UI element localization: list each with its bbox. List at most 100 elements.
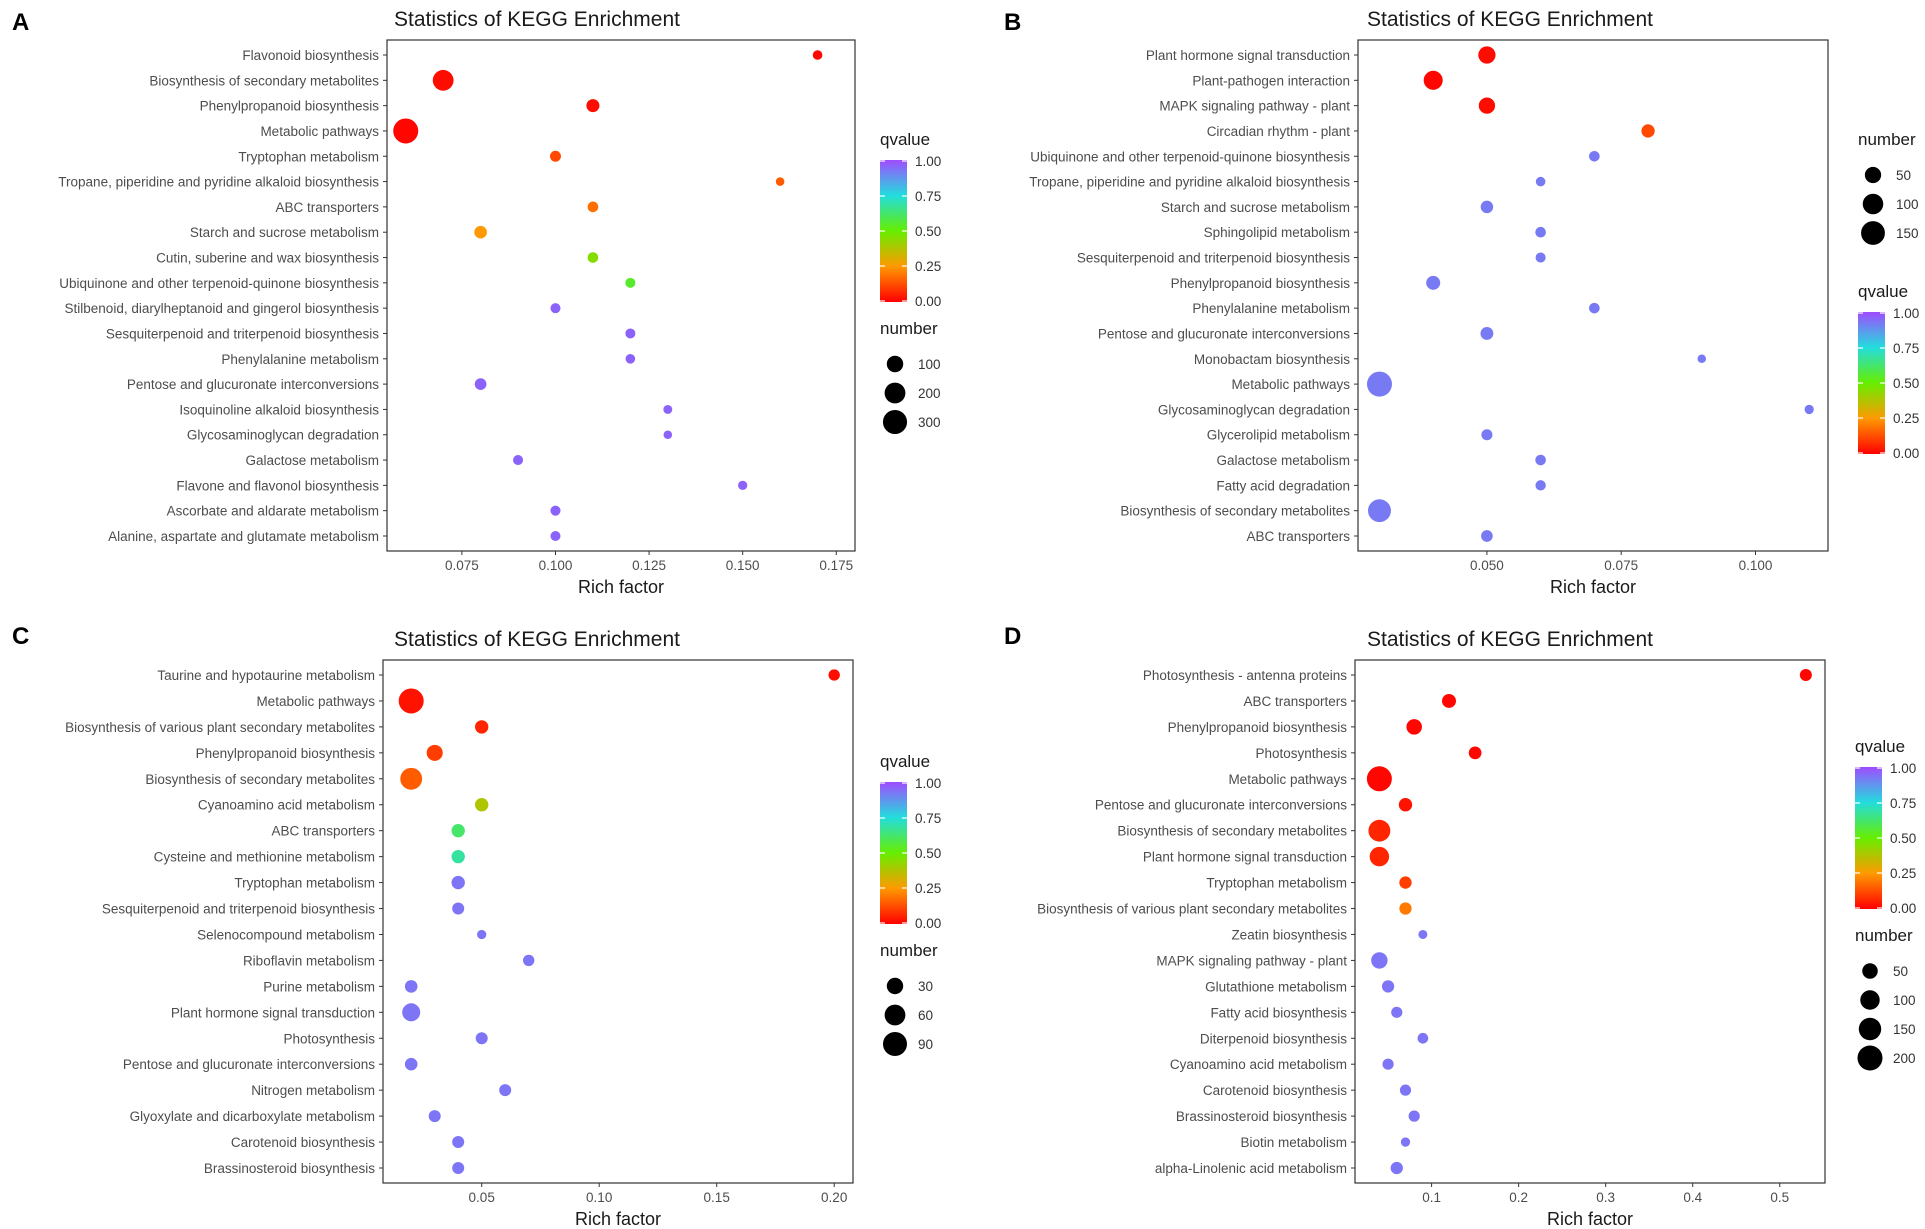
category-label: MAPK signaling pathway - plant (1156, 953, 1347, 968)
category-label: Glycosaminoglycan degradation (1158, 402, 1350, 417)
data-point[interactable] (775, 177, 785, 186)
data-point[interactable] (1480, 327, 1494, 340)
data-point[interactable] (474, 378, 487, 390)
data-point[interactable] (1589, 150, 1600, 162)
data-point[interactable] (828, 669, 840, 681)
data-point[interactable] (426, 744, 443, 761)
data-point[interactable] (587, 201, 599, 213)
data-point[interactable] (1697, 354, 1707, 364)
data-point[interactable] (812, 50, 823, 60)
data-point[interactable] (523, 954, 535, 967)
category-label: Brassinosteroid biosynthesis (1176, 1109, 1347, 1124)
data-point[interactable] (404, 1057, 418, 1071)
data-point[interactable] (451, 875, 465, 890)
data-point[interactable] (451, 849, 465, 864)
category-label: Phenylpropanoid biosynthesis (1168, 720, 1348, 735)
data-point[interactable] (1390, 1161, 1403, 1175)
data-point[interactable] (404, 980, 418, 993)
data-point[interactable] (402, 1003, 421, 1022)
data-point[interactable] (1399, 902, 1412, 915)
data-point[interactable] (1368, 819, 1391, 842)
data-point[interactable] (1480, 200, 1494, 214)
data-point[interactable] (1366, 371, 1392, 397)
data-point[interactable] (1371, 952, 1388, 969)
data-point[interactable] (663, 430, 673, 440)
category-label: Purine metabolism (263, 979, 375, 994)
data-point[interactable] (513, 455, 524, 466)
data-point[interactable] (1442, 693, 1456, 708)
data-point[interactable] (625, 353, 636, 364)
category-label: Glycerolipid metabolism (1207, 428, 1350, 443)
data-point[interactable] (663, 404, 673, 414)
data-point[interactable] (1478, 97, 1496, 114)
data-point[interactable] (1398, 798, 1413, 812)
data-point[interactable] (1535, 480, 1546, 491)
data-point[interactable] (1400, 1137, 1411, 1147)
data-point[interactable] (475, 720, 489, 734)
category-label: Flavone and flavonol biosynthesis (176, 478, 379, 493)
data-point[interactable] (1535, 176, 1546, 187)
data-point[interactable] (1399, 1084, 1412, 1096)
data-point[interactable] (1478, 46, 1496, 64)
data-point[interactable] (1418, 929, 1428, 939)
data-point[interactable] (625, 328, 636, 339)
category-label: Phenylpropanoid biosynthesis (196, 746, 376, 761)
data-point[interactable] (1535, 252, 1546, 263)
data-point[interactable] (587, 252, 599, 263)
data-point[interactable] (1426, 275, 1441, 290)
category-label: ABC transporters (271, 824, 375, 839)
data-point[interactable] (1468, 746, 1482, 760)
data-point[interactable] (550, 150, 561, 162)
data-point[interactable] (499, 1084, 512, 1097)
panel-letter: B (1004, 9, 1021, 36)
data-point[interactable] (398, 688, 424, 714)
x-tick-label: 0.2 (1509, 1190, 1528, 1205)
data-point[interactable] (428, 1110, 441, 1123)
data-point[interactable] (1381, 980, 1395, 993)
number-legend-point (886, 355, 904, 373)
data-point[interactable] (1417, 1032, 1429, 1044)
data-point[interactable] (393, 118, 419, 144)
data-point[interactable] (625, 277, 636, 288)
data-point[interactable] (1641, 124, 1655, 138)
data-point[interactable] (1589, 302, 1600, 314)
data-point[interactable] (1382, 1058, 1394, 1070)
data-point[interactable] (1368, 499, 1391, 523)
data-point[interactable] (432, 69, 454, 91)
data-point[interactable] (451, 824, 465, 838)
data-point[interactable] (477, 929, 487, 940)
data-point[interactable] (452, 1161, 465, 1175)
data-point[interactable] (1535, 226, 1546, 238)
data-point[interactable] (1481, 530, 1493, 542)
data-point[interactable] (1804, 404, 1814, 415)
category-label: Sesquiterpenoid and triterpenoid biosynt… (1077, 251, 1350, 266)
data-point[interactable] (1406, 719, 1422, 735)
qvalue-legend-label: 0.75 (915, 189, 941, 204)
number-legend-point (1857, 1045, 1883, 1071)
category-label: Biosynthesis of secondary metabolites (1117, 824, 1347, 839)
data-point[interactable] (586, 99, 600, 113)
panel-c: C Statistics of KEGG Enrichment Taurine an… (12, 623, 941, 1229)
data-point[interactable] (1423, 70, 1443, 90)
data-point[interactable] (1799, 668, 1812, 682)
data-point[interactable] (1366, 766, 1392, 792)
data-point[interactable] (400, 767, 423, 790)
data-point[interactable] (550, 505, 561, 516)
data-point[interactable] (475, 1032, 488, 1045)
data-point[interactable] (550, 303, 561, 314)
qvalue-legend-title: qvalue (1858, 282, 1908, 301)
data-point[interactable] (1399, 876, 1412, 889)
data-point[interactable] (738, 480, 748, 491)
data-point[interactable] (1408, 1110, 1420, 1122)
data-point[interactable] (474, 225, 487, 239)
data-point[interactable] (1369, 846, 1390, 867)
data-point[interactable] (452, 1136, 465, 1149)
data-point[interactable] (1481, 429, 1493, 441)
data-point[interactable] (1535, 454, 1546, 466)
data-point[interactable] (452, 902, 465, 915)
data-point[interactable] (1391, 1006, 1403, 1018)
category-label: Photosynthesis (1255, 746, 1347, 761)
data-point[interactable] (475, 798, 489, 812)
x-tick-label: 0.100 (539, 558, 573, 573)
data-point[interactable] (550, 530, 561, 542)
